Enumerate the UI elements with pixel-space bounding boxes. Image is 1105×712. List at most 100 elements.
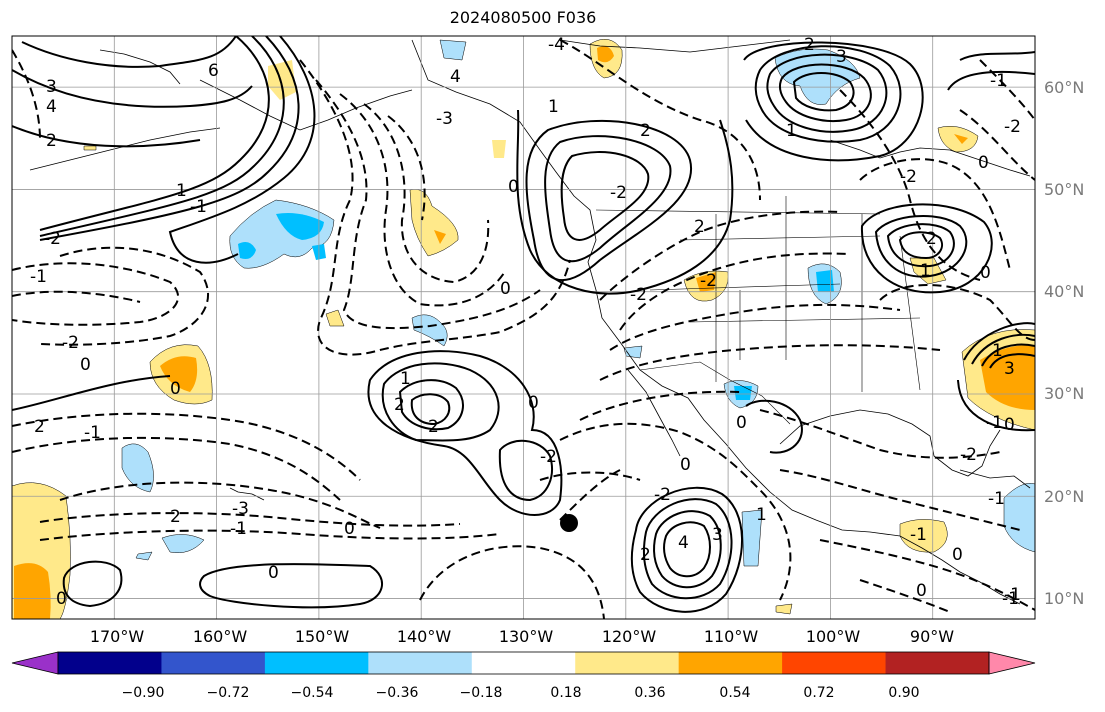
lon-axis: 170°W 160°W 150°W 140°W 130°W 120°W 110°…: [90, 627, 954, 646]
contour-line: [381, 362, 500, 442]
contour-label: 4: [46, 97, 57, 117]
contour-label: 2: [640, 545, 651, 565]
colorbar-tick-label: −0.36: [376, 685, 419, 701]
coastline: [411, 39, 1021, 605]
shading-blob: [696, 272, 716, 292]
contour-label: 0: [1004, 415, 1015, 435]
contour-label: 3: [836, 47, 847, 67]
contour-label: -2: [610, 183, 627, 203]
colorbar-min-extend: [11, 651, 59, 675]
contour-line: [363, 103, 490, 284]
contour-label: 2: [428, 417, 439, 437]
contour-line: [516, 109, 734, 295]
lat-tick-label: 10°N: [1044, 589, 1084, 608]
contour-line: [898, 231, 944, 260]
coastline: [29, 127, 221, 171]
shading-blob: [816, 270, 834, 292]
contour-line: [619, 252, 851, 331]
contour-label: -2: [62, 333, 79, 353]
contour-line: [12, 290, 141, 303]
contour-label: 0: [508, 177, 519, 197]
contour-line: [387, 115, 426, 221]
contours-positive: [12, 36, 1035, 613]
contour-line: [315, 79, 541, 330]
contour-label: -1: [986, 413, 1003, 433]
contour-line: [879, 284, 1035, 341]
contour-label: -1: [84, 423, 101, 443]
contour-line: [859, 158, 1011, 271]
contour-line: [860, 203, 993, 294]
contour-line: [367, 350, 563, 516]
lon-tick-label: 130°W: [499, 627, 554, 646]
contour-label: 4: [450, 67, 461, 87]
contour-line: [62, 560, 123, 608]
lon-tick-label: 100°W: [806, 627, 861, 646]
contour-label: -2: [44, 229, 61, 249]
contour-label: 2: [394, 395, 405, 415]
contour-line: [544, 135, 672, 263]
contour-line: [299, 59, 571, 356]
country-border: [639, 361, 791, 425]
contour-line: [792, 72, 855, 112]
contour-label: 4: [678, 533, 689, 553]
colorbar-segment: [678, 652, 783, 674]
shading-blob: [741, 509, 763, 567]
colorbar-labels: −0.90 −0.72 −0.54 −0.36 −0.18 0.18 0.36 …: [122, 685, 920, 701]
lon-tick-label: 150°W: [295, 627, 350, 646]
contour-label: -2: [700, 271, 717, 291]
colorbar-segment: [885, 652, 990, 674]
coastline: [627, 369, 681, 457]
lon-tick-label: 170°W: [90, 627, 145, 646]
colorbar-tick-label: −0.18: [460, 685, 503, 701]
contour-label: -2: [900, 167, 917, 187]
shading-blob: [954, 134, 968, 144]
contour-line: [12, 436, 341, 501]
colorbar-segment: [575, 652, 680, 674]
contour-label: 0: [528, 393, 539, 413]
contour-line: [39, 36, 300, 241]
shading-blob: [160, 356, 198, 392]
contour-label: 0: [916, 581, 927, 601]
shading-blob: [325, 309, 345, 327]
contour-line: [819, 539, 1035, 611]
shading-blob: [899, 519, 948, 553]
contour-label: 2: [640, 121, 651, 141]
contour-label: 1: [400, 369, 411, 389]
contour-line: [12, 375, 171, 411]
lat-axis: 60°N 50°N 40°N 30°N 20°N 10°N: [1044, 78, 1084, 608]
contour-label: -2: [540, 447, 557, 467]
lat-tick-label: 50°N: [1044, 180, 1084, 199]
contour-line: [39, 529, 501, 541]
contour-line: [745, 399, 803, 454]
contour-line: [759, 409, 1001, 459]
lat-tick-label: 40°N: [1044, 282, 1084, 301]
contour-label: -2: [1004, 117, 1021, 137]
contour-label: -1: [230, 519, 247, 539]
lat-tick-label: 20°N: [1044, 487, 1084, 506]
contour-label: -1: [1004, 585, 1021, 605]
shading-blob: [623, 345, 643, 359]
contour-labels: -4 4 6 3 4 2 1 -1 -2 -3 0 1 2 -2 -1 0 2 …: [30, 36, 1021, 609]
contour-line: [766, 53, 888, 133]
contour-label: -2: [630, 285, 647, 305]
colorbar-segment: [264, 652, 369, 674]
contour-line: [599, 210, 841, 301]
contour-line: [609, 303, 901, 351]
contour-line: [410, 393, 451, 426]
contour-line: [39, 36, 270, 231]
contour-label: 0: [736, 413, 747, 433]
contour-label: 0: [680, 455, 691, 475]
contour-line: [39, 246, 210, 346]
contour-label: -3: [436, 109, 453, 129]
colorbar-tick-label: −0.54: [291, 685, 334, 701]
lon-tick-label: 110°W: [704, 627, 759, 646]
contour-label: 0: [268, 563, 279, 583]
contour-line: [39, 512, 461, 527]
contour-line: [971, 333, 1035, 365]
shading-blob: [161, 534, 205, 553]
contour-line: [630, 486, 743, 613]
contour-line: [778, 63, 872, 122]
lon-tick-label: 140°W: [397, 627, 452, 646]
shading-blob: [937, 126, 979, 153]
